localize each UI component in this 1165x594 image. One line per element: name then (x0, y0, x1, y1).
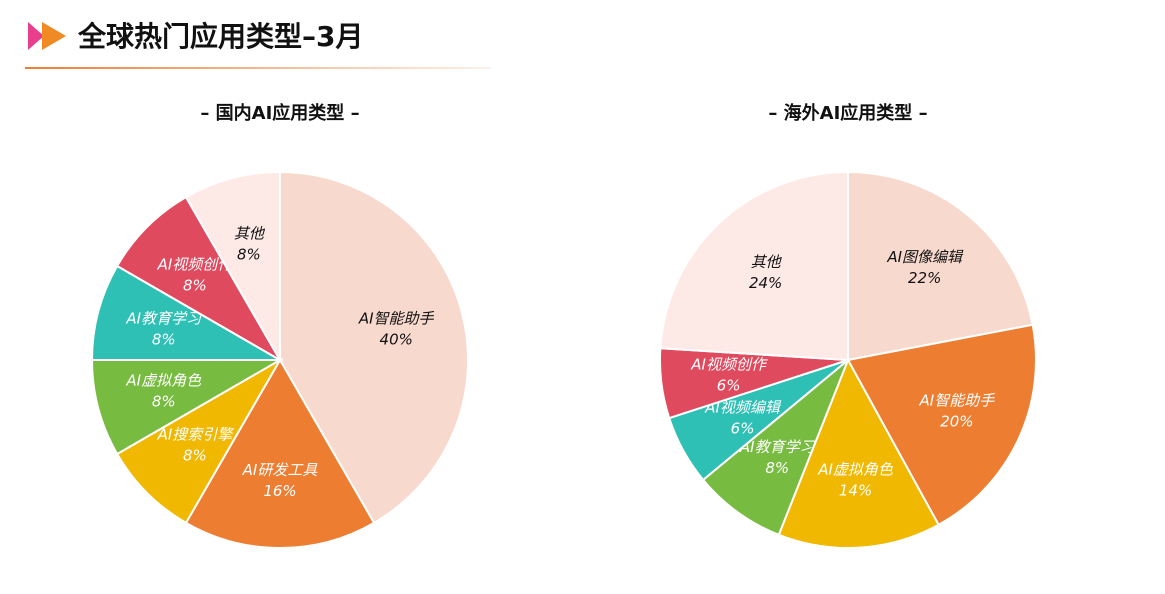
slice-label: AI图像编辑 (886, 248, 964, 266)
slice-label: 其他 (751, 253, 783, 271)
charts: – 国内AI应用类型 –AI智能助手40%AI研发工具16%AI搜索引擎8%AI… (90, 102, 1037, 549)
value-label: 16% (263, 482, 296, 500)
slice-label: AI教育学习 (739, 438, 817, 456)
pie-slice (279, 170, 469, 525)
slice-label: AI研发工具 (242, 461, 319, 479)
page-title: 全球热门应用类型–3月 (77, 20, 363, 53)
pie-slice (846, 323, 1037, 527)
pie-slice (659, 170, 849, 362)
slice-label: AI搜索引擎 (157, 426, 235, 444)
value-label: 6% (717, 377, 741, 395)
value-label: 8% (152, 330, 176, 348)
chart-title: – 海外AI应用类型 – (768, 102, 927, 124)
slice-label: AI虚拟角色 (125, 372, 202, 390)
pie-slice (184, 357, 376, 549)
slice-label: 其他 (234, 224, 266, 242)
pie-slice (184, 170, 281, 364)
slice-label: AI智能助手 (919, 392, 996, 410)
value-label: 8% (765, 459, 789, 477)
pie-slice (847, 170, 1034, 362)
pie-slice (115, 195, 283, 363)
value-label: 8% (183, 276, 207, 294)
chart-title: – 国内AI应用类型 – (200, 102, 359, 124)
value-label: 6% (731, 419, 755, 437)
slice-label: AI教育学习 (125, 309, 203, 327)
value-label: 22% (908, 269, 941, 287)
icon (28, 22, 44, 50)
title-underline (25, 67, 491, 69)
value-label: 40% (380, 330, 413, 348)
value-label: 24% (749, 274, 782, 292)
slice-label: AI视频创作 (157, 255, 235, 273)
slice-label: AI虚拟角色 (817, 461, 894, 479)
value-label: 8% (183, 447, 207, 465)
slice-label: AI智能助手 (358, 309, 435, 327)
value-label: 20% (940, 413, 973, 431)
icon (42, 22, 66, 50)
value-label: 8% (237, 245, 261, 263)
pie-slice (90, 359, 284, 456)
value-label: 14% (839, 482, 872, 500)
pie-slice (701, 359, 849, 537)
pie-slice (90, 264, 284, 361)
slice-label: AI视频编辑 (704, 398, 782, 416)
value-label: 8% (152, 393, 176, 411)
pie-slice (777, 357, 940, 549)
pie-slice (115, 357, 283, 525)
slice-label: AI视频创作 (690, 356, 768, 374)
